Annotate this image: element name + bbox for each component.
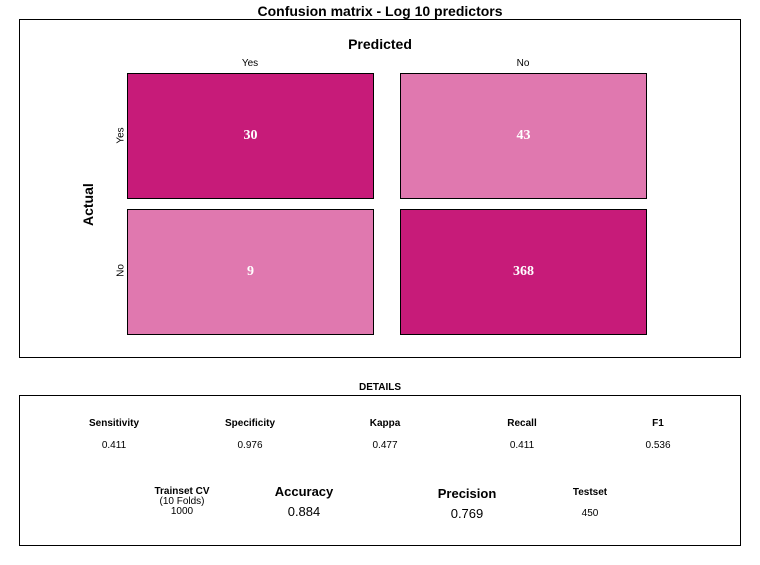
details-title: DETAILS (358, 382, 402, 393)
x-tick-label-yes: Yes (241, 58, 259, 69)
x-tick-label-no: No (516, 58, 530, 69)
metric-value: 0.536 (645, 440, 671, 451)
accuracy-label: Accuracy (274, 484, 334, 499)
metric-sensitivity: Sensitivity 0.411 (59, 418, 169, 451)
metric-value: 0.411 (101, 440, 127, 451)
metric-precision: Precision 0.769 (412, 486, 522, 521)
trainset-value: 1000 (170, 506, 194, 517)
testset-label: Testset (572, 487, 608, 498)
metric-value: 0.411 (509, 440, 535, 451)
y-axis-title: Actual (80, 183, 96, 226)
metric-label: F1 (652, 418, 664, 429)
cell-actual-yes-predicted-yes: 30 (127, 73, 374, 199)
metric-label: Kappa (369, 418, 401, 429)
cell-actual-no-predicted-no: 368 (400, 209, 647, 335)
metric-specificity: Specificity 0.976 (195, 418, 305, 451)
trainset-label: Trainset CV (154, 486, 210, 497)
testset-value: 450 (581, 508, 599, 519)
metric-label: Specificity (224, 418, 276, 429)
cell-actual-yes-predicted-no: 43 (400, 73, 647, 199)
metric-accuracy: Accuracy 0.884 (249, 484, 359, 519)
details-panel (19, 395, 741, 546)
y-tick-label-no: No (115, 264, 127, 277)
precision-value: 0.769 (450, 506, 484, 521)
metric-testset: Testset 450 (535, 487, 645, 519)
y-tick-label-yes: Yes (115, 127, 127, 144)
accuracy-value: 0.884 (287, 504, 321, 519)
metric-label: Sensitivity (88, 418, 140, 429)
metric-value: 0.976 (237, 440, 263, 451)
metric-kappa: Kappa 0.477 (330, 418, 440, 451)
x-axis-title: Predicted (348, 36, 412, 52)
metric-label: Recall (507, 418, 537, 429)
precision-label: Precision (437, 486, 497, 501)
metric-f1: F1 0.536 (603, 418, 713, 451)
metric-recall: Recall 0.411 (467, 418, 577, 451)
trainset-sublabel: (10 Folds) (159, 496, 205, 507)
confusion-matrix-panel (19, 19, 741, 358)
cell-actual-no-predicted-yes: 9 (127, 209, 374, 335)
chart-title: Confusion matrix - Log 10 predictors (257, 3, 503, 19)
metric-trainset: Trainset CV (10 Folds) 1000 (127, 487, 237, 517)
metric-value: 0.477 (372, 440, 398, 451)
